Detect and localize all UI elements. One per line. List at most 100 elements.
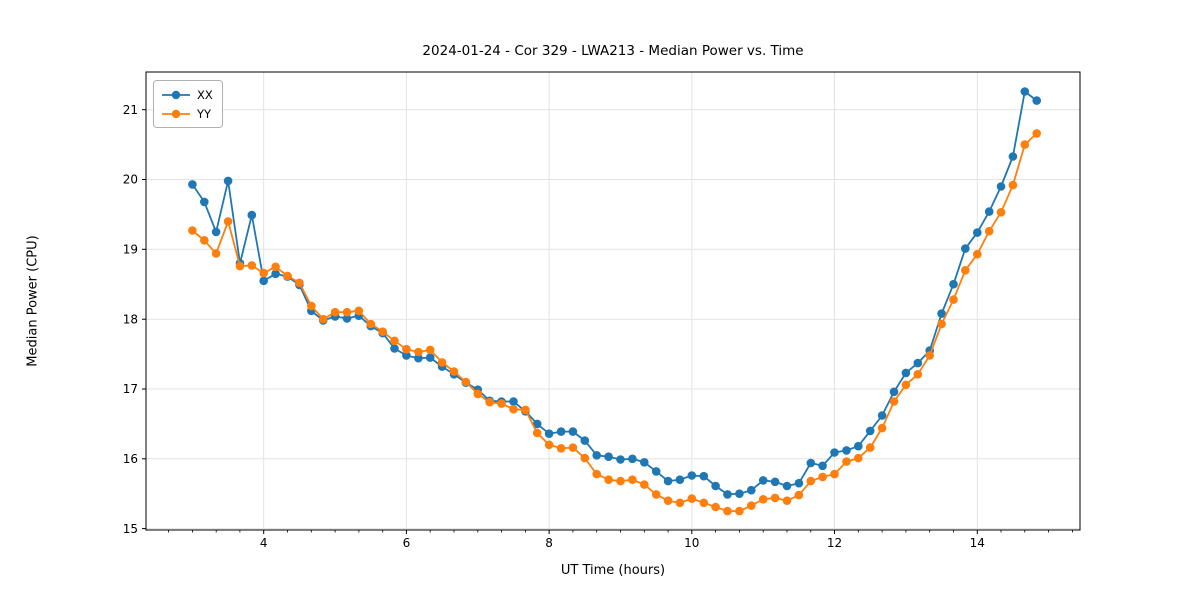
marker-yy: [842, 457, 851, 466]
marker-xx: [425, 353, 435, 362]
marker-xx: [628, 454, 637, 464]
marker-yy: [223, 217, 233, 226]
marker-yy: [973, 249, 982, 259]
marker-xx: [747, 485, 756, 495]
marker-xx: [806, 458, 816, 468]
marker-xx: [223, 176, 233, 186]
legend-label-xx: XX: [197, 87, 213, 102]
marker-yy: [806, 476, 816, 486]
legend-line-xx-icon: [162, 90, 190, 99]
marker-xx: [342, 314, 352, 323]
marker-yy: [568, 443, 578, 452]
marker-xx: [961, 244, 970, 253]
marker-xx: [402, 351, 411, 360]
marker-yy: [485, 397, 495, 407]
legend: XX YY: [153, 80, 223, 128]
chart-title: 2024-01-24 - Cor 329 - LWA213 - Median P…: [422, 43, 804, 59]
marker-yy: [200, 236, 209, 245]
marker-yy: [699, 498, 709, 508]
marker-yy: [640, 480, 649, 489]
marker-xx: [580, 436, 590, 445]
marker-yy: [307, 301, 316, 311]
marker-xx: [877, 411, 887, 420]
marker-yy: [628, 475, 637, 485]
marker-yy: [758, 495, 768, 504]
marker-yy: [1032, 129, 1041, 138]
marker-xx: [532, 419, 542, 429]
marker-yy: [390, 336, 399, 346]
x-tick-label: 6: [403, 536, 411, 550]
series-line-xx: [191, 90, 1038, 496]
marker-yy: [283, 271, 292, 281]
marker-xx: [735, 489, 744, 499]
marker-xx: [937, 309, 946, 318]
marker-xx: [663, 476, 673, 486]
marker-xx: [390, 344, 399, 353]
marker-yy: [402, 344, 411, 354]
marker-xx: [842, 446, 851, 455]
marker-yy: [211, 249, 221, 258]
x-tick-label: 4: [260, 536, 268, 550]
x-tick-label: 8: [545, 536, 553, 550]
marker-xx: [984, 207, 994, 216]
marker-xx: [830, 448, 839, 457]
marker-xx: [200, 197, 209, 207]
marker-xx: [544, 429, 554, 439]
y-tick-label: 15: [123, 522, 138, 536]
marker-yy: [616, 476, 625, 486]
marker-yy: [342, 307, 352, 317]
marker-xx: [973, 228, 982, 237]
marker-yy: [556, 444, 566, 453]
marker-yy: [889, 397, 899, 406]
series-line-yy: [191, 132, 1038, 513]
marker-yy: [330, 307, 340, 317]
marker-yy: [723, 506, 732, 516]
marker-yy: [521, 405, 530, 415]
marker-yy: [770, 493, 780, 503]
marker-yy: [877, 423, 887, 433]
marker-xx: [556, 427, 566, 436]
legend-label-yy: YY: [197, 106, 212, 121]
marker-xx: [592, 451, 601, 460]
marker-yy: [830, 469, 839, 479]
marker-yy: [925, 351, 934, 360]
y-tick-label: 18: [123, 312, 138, 326]
y-tick-label: 16: [123, 452, 138, 466]
marker-yy: [794, 490, 804, 500]
marker-xx: [211, 227, 221, 237]
marker-xx: [640, 458, 649, 467]
marker-yy: [449, 367, 459, 376]
marker-xx: [711, 481, 720, 491]
marker-yy: [295, 278, 304, 288]
marker-xx: [818, 461, 827, 471]
marker-xx: [687, 471, 697, 480]
marker-yy: [259, 268, 269, 278]
x-tick-label: 10: [684, 536, 699, 550]
marker-yy: [437, 358, 447, 367]
x-tick-label: 12: [827, 536, 842, 550]
marker-xx: [770, 477, 780, 487]
marker-yy: [1020, 140, 1030, 149]
marker-yy: [782, 496, 792, 506]
marker-yy: [818, 472, 827, 482]
marker-xx: [996, 182, 1006, 191]
x-axis-label: UT Time (hours): [560, 563, 666, 578]
legend-entry-xx: XX: [161, 85, 213, 104]
marker-xx: [616, 455, 625, 464]
marker-yy: [425, 345, 435, 355]
marker-xx: [259, 276, 269, 286]
marker-yy: [235, 261, 245, 271]
y-axis-label: Median Power (CPU): [25, 235, 41, 367]
marker-yy: [901, 380, 911, 390]
marker-yy: [271, 262, 280, 272]
marker-yy: [865, 443, 875, 452]
legend-line-yy-icon: [162, 109, 190, 118]
marker-yy: [854, 453, 863, 463]
marker-yy: [663, 496, 673, 506]
marker-yy: [318, 314, 328, 324]
marker-xx: [794, 478, 804, 488]
marker-xx: [723, 490, 732, 499]
marker-yy: [378, 327, 388, 337]
marker-xx: [188, 180, 197, 189]
